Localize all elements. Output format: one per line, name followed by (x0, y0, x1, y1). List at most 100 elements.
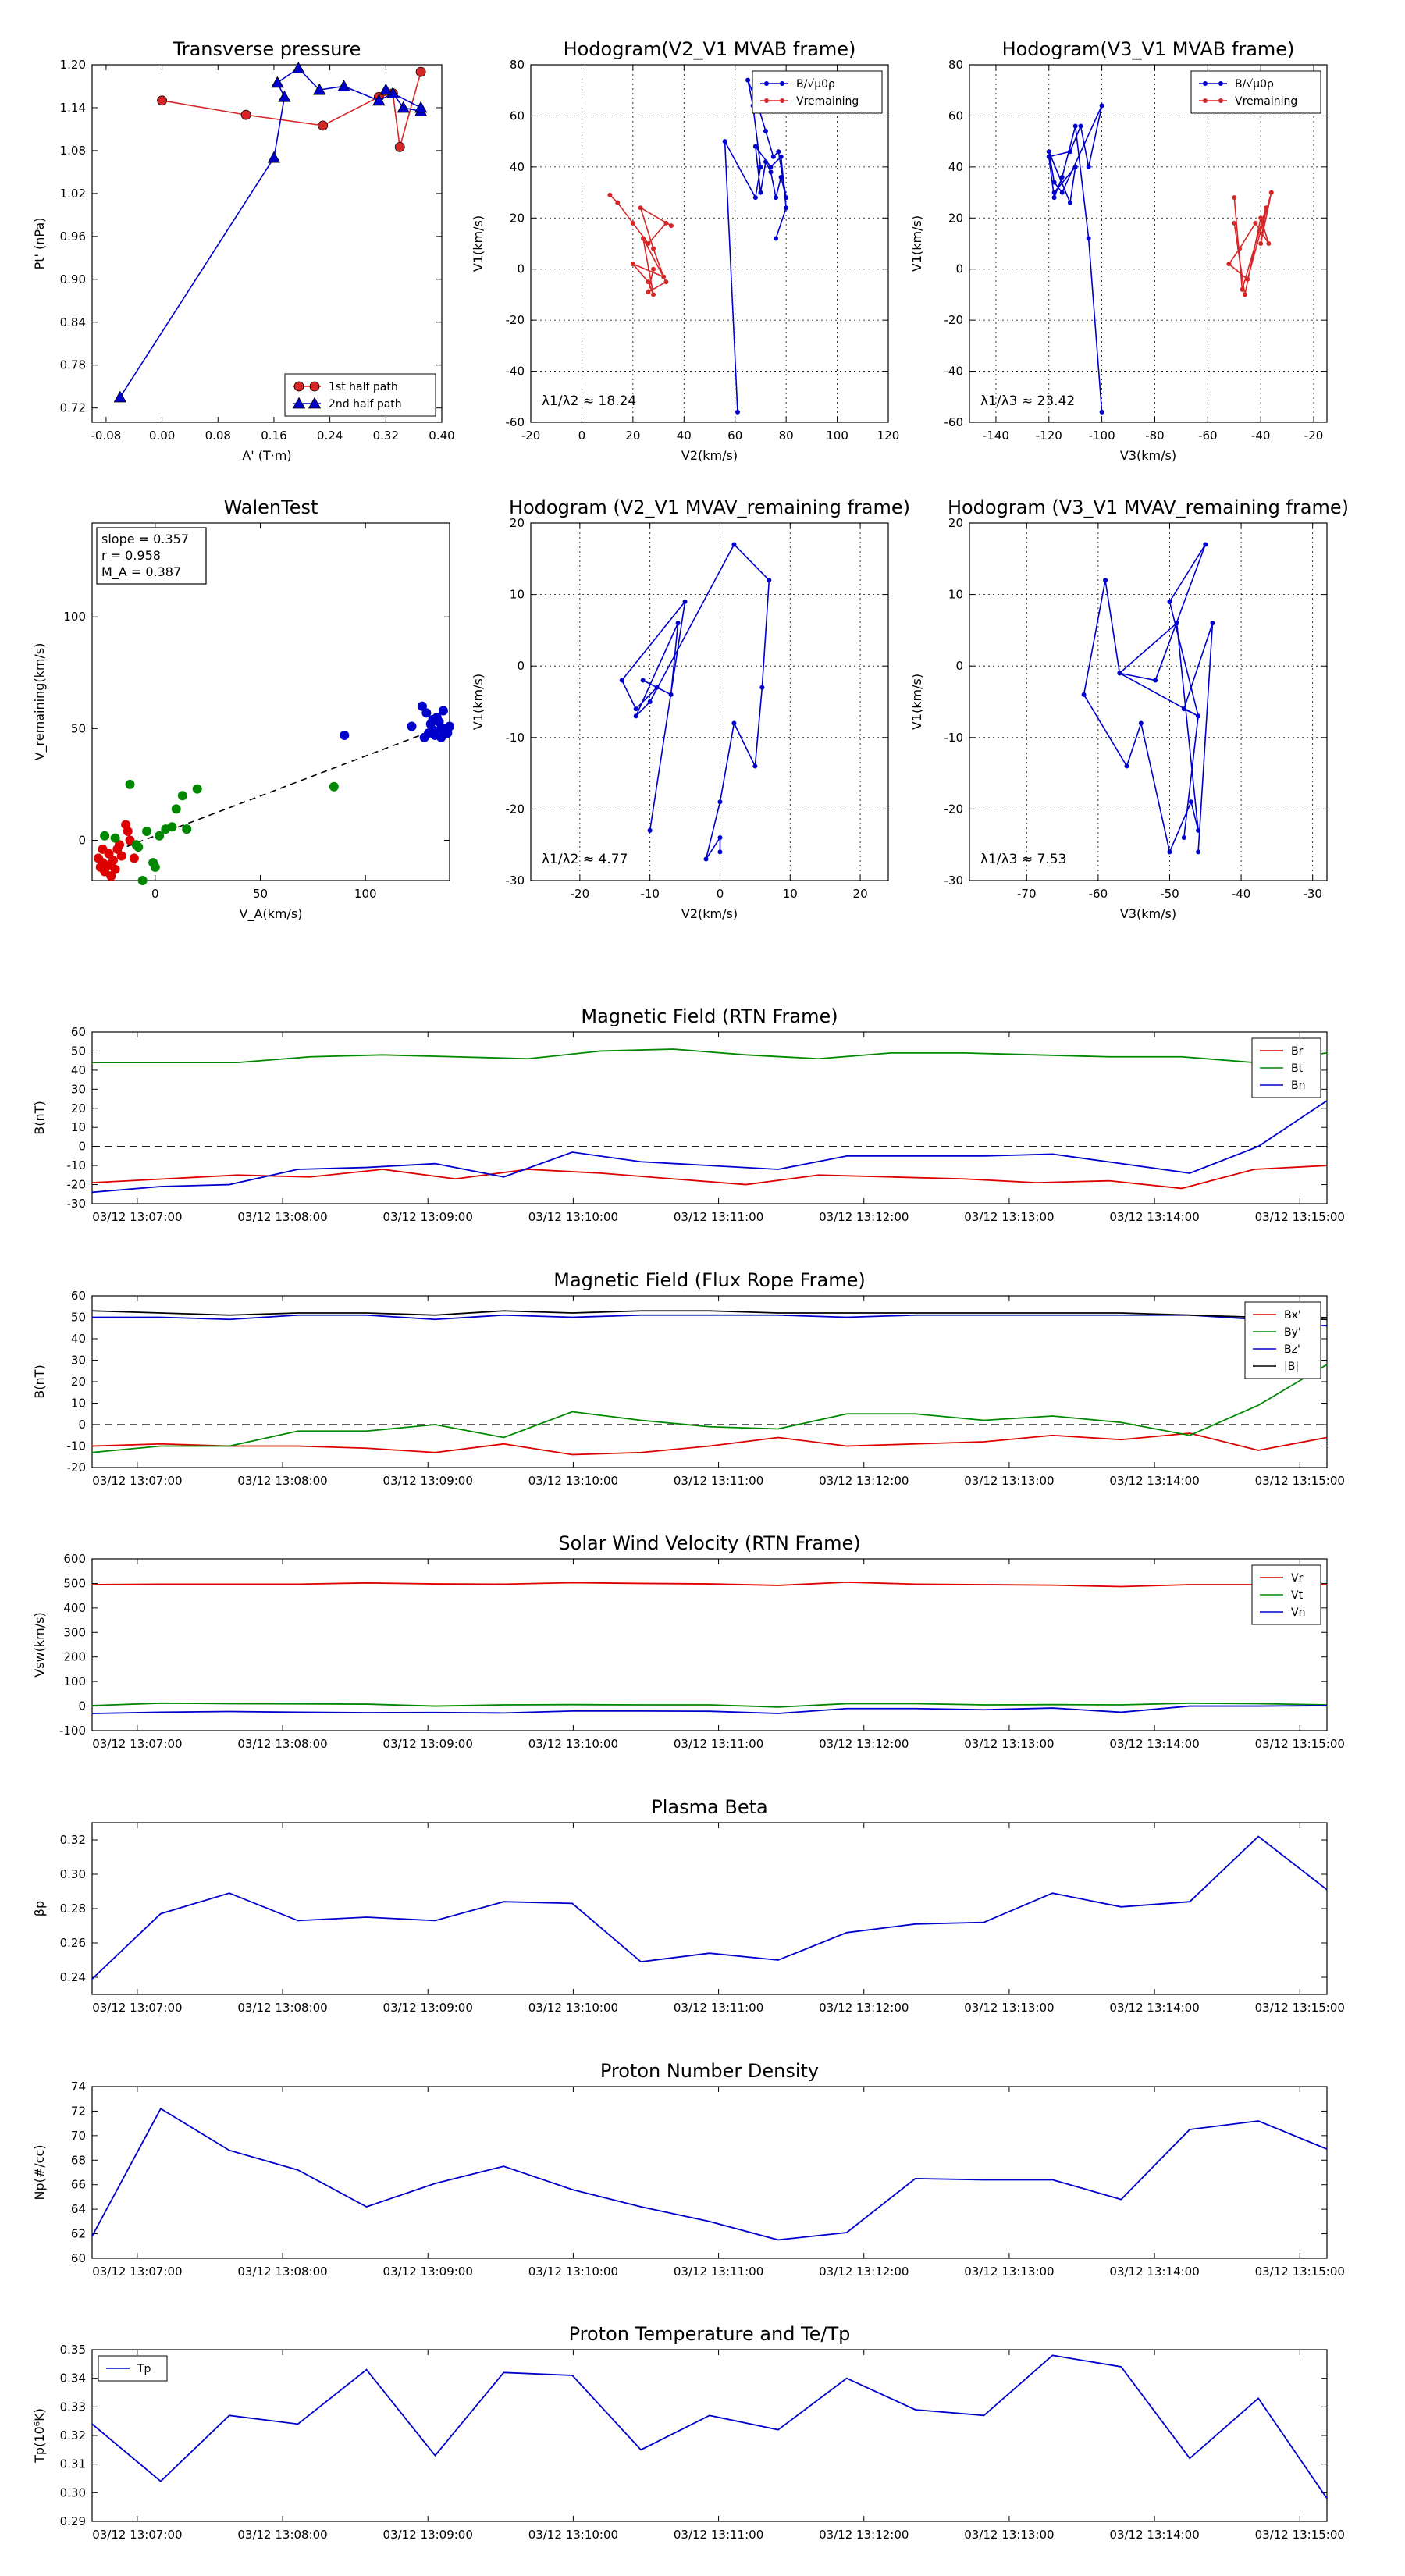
data-point (763, 129, 768, 134)
y-tick-label: 30 (71, 1082, 86, 1096)
x-tick-label: 03/12 13:08:00 (237, 2001, 327, 2015)
y-axis-label: Vsw(km/s) (32, 1612, 47, 1677)
legend: Bx' By' Bz' |B| (1244, 1301, 1321, 1379)
data-point (1051, 190, 1057, 195)
data-point (292, 62, 305, 73)
y-tick-label: 10 (510, 588, 525, 602)
series-line (1083, 544, 1214, 854)
plot-frame (91, 1558, 1328, 1731)
data-point (784, 205, 789, 211)
series-np (91, 2108, 1328, 2241)
x-tick-label: 03/12 13:12:00 (819, 1474, 909, 1488)
x-tick-label: 03/12 13:12:00 (819, 1210, 909, 1224)
data-point (337, 80, 350, 91)
x-tick-label: 03/12 13:10:00 (528, 1474, 618, 1488)
data-point (764, 81, 769, 86)
data-point (1174, 621, 1179, 626)
legend-label: B/√μ0ρ (796, 78, 835, 91)
data-point (1124, 763, 1129, 769)
plot-frame (91, 1031, 1328, 1204)
x-tick-label: 03/12 13:07:00 (92, 1737, 182, 1751)
y-tick-label: 64 (71, 2202, 86, 2216)
x-tick-label: 0.16 (261, 429, 286, 443)
data-point (292, 397, 306, 409)
data-point (372, 94, 386, 106)
series-red (94, 820, 139, 881)
data-point (767, 578, 772, 583)
data-point (1245, 276, 1250, 282)
data-point (682, 599, 688, 604)
plot-frame (91, 2086, 1328, 2259)
x-tick-label: -30 (1303, 887, 1322, 901)
legend-label: 1st half path (329, 381, 398, 393)
data-point (647, 827, 653, 833)
data-point (1117, 671, 1122, 676)
series-vr (91, 1581, 1327, 1588)
data-point (668, 692, 674, 697)
data-point (1078, 123, 1083, 129)
x-tick-label: 0 (578, 429, 586, 443)
data-point (1218, 81, 1223, 86)
series-vremaining (607, 192, 674, 297)
y-tick-label: -20 (67, 1461, 87, 1475)
x-tick-label: 03/12 13:13:00 (964, 2265, 1054, 2279)
y-tick-label: -30 (506, 873, 525, 888)
data-point (722, 139, 727, 144)
plot-frame (969, 64, 1328, 423)
x-tick-label: 03/12 13:11:00 (674, 2265, 763, 2279)
data-point (778, 174, 784, 180)
series--b- (91, 1310, 1328, 1321)
data-point (745, 77, 751, 83)
data-point (98, 844, 108, 854)
legend-box (1190, 70, 1321, 114)
data-point (1059, 174, 1065, 180)
plot-frame (969, 522, 1328, 881)
data-point (661, 274, 667, 279)
series-bx- (91, 1432, 1328, 1456)
legend-label: Bx' (1284, 1309, 1301, 1322)
chart-title: Hodogram(V2_V1 MVAB frame) (564, 38, 856, 60)
y-tick-label: 0 (517, 262, 525, 276)
data-point (394, 141, 405, 152)
data-point (108, 856, 118, 866)
series-hodo (619, 542, 772, 862)
x-tick-label: 03/12 13:09:00 (383, 2265, 473, 2279)
stats-line: M_A = 0.387 (101, 564, 181, 580)
y-tick-label: 200 (63, 1650, 86, 1664)
data-point (630, 220, 635, 226)
data-point (607, 192, 613, 197)
y-tick-label: 0.72 (60, 401, 86, 415)
x-tick-label: 03/12 13:15:00 (1255, 2528, 1345, 2542)
chart-title: Transverse pressure (173, 38, 361, 60)
x-tick-label: 03/12 13:14:00 (1109, 2528, 1199, 2542)
data-point (123, 827, 133, 837)
chart-hodo4: Hodogram (V3_V1 MVAV_remaining frame) -70… (909, 496, 1349, 921)
chart-title: Magnetic Field (RTN Frame) (581, 1005, 838, 1027)
series-line (91, 1165, 1328, 1190)
series-line (724, 80, 787, 412)
y-tick-label: 0 (78, 1418, 86, 1432)
legend: B/√μ0ρ Vremaining (752, 70, 883, 114)
data-point (1210, 621, 1215, 626)
y-tick-label: 0.78 (60, 358, 86, 372)
x-tick-label: -80 (1145, 429, 1165, 443)
data-point (293, 381, 304, 392)
eigen-ratio-label: λ1/λ2 ≈ 18.24 (542, 393, 636, 409)
stats-frame (96, 527, 207, 585)
x-tick-label: 03/12 13:09:00 (383, 2528, 473, 2542)
x-tick-label: 03/12 13:13:00 (964, 1210, 1054, 1224)
legend-box (1244, 1301, 1321, 1379)
data-point (125, 779, 135, 789)
data-point (318, 120, 329, 131)
y-tick-label: -40 (944, 365, 964, 379)
data-point (1046, 154, 1051, 159)
y-tick-label: 300 (63, 1625, 86, 1639)
data-point (1203, 81, 1208, 86)
data-point (116, 851, 126, 861)
data-point (654, 685, 660, 690)
data-point (1099, 409, 1104, 415)
data-point (1181, 706, 1186, 712)
data-point (1258, 241, 1264, 246)
data-point (1203, 98, 1208, 103)
eigen-ratio-label: λ1/λ3 ≈ 7.53 (980, 852, 1066, 867)
